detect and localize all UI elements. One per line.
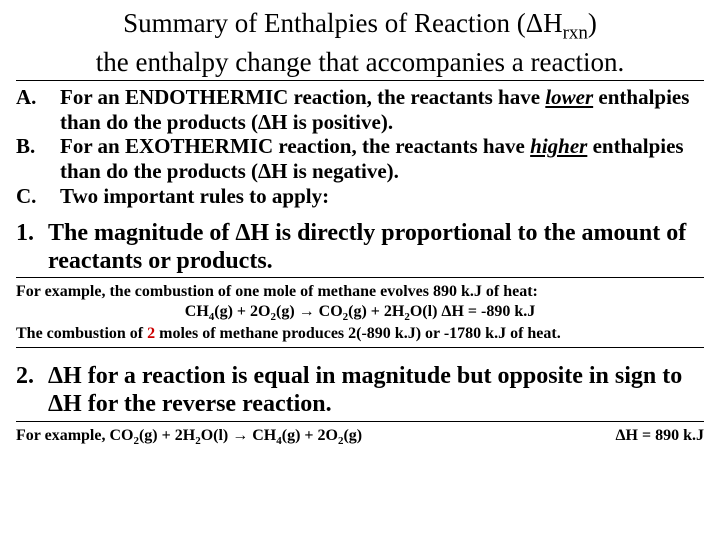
rule-2: 2. ΔH for a reaction is equal in magnitu… <box>16 362 704 422</box>
item-c: Two important rules to apply: <box>60 184 704 209</box>
r2-d2: Δ <box>48 391 63 417</box>
ex1-g3: (g) + 2H <box>348 303 404 320</box>
ex1-l3a: The combustion of <box>16 325 147 342</box>
ex2-dhval: H = 890 k.J <box>626 427 704 444</box>
title-rxn: rxn <box>563 22 588 43</box>
ex1-dh: H = -890 k.J <box>451 303 535 320</box>
ex1-ch: CH <box>185 303 209 320</box>
list-abc: A. For an ENDOTHERMIC reaction, the reac… <box>16 85 704 209</box>
rule1-num: 1. <box>16 219 48 276</box>
r2-t1: H for a reaction is equal in magnitude b… <box>63 363 682 389</box>
ex2-arrow: → <box>232 427 248 444</box>
example-2: For example, CO2(g) + 2H2O(l) → CH4(g) +… <box>16 426 704 448</box>
r1-delta: Δ <box>235 220 250 246</box>
rule1-text: The magnitude of ΔH is directly proporti… <box>48 219 704 276</box>
ex2-pre: For example, CO <box>16 427 133 444</box>
ex1-equation: CH4(g) + 2O2(g) → CO2(g) + 2H2O(l) ΔH = … <box>16 302 704 324</box>
label-b: B. <box>16 134 60 184</box>
ex1-g: (g) + 2O <box>214 303 270 320</box>
ex1-l3b: moles of methane produces 2(-890 k.J) or… <box>155 325 561 342</box>
subtitle: the enthalpy change that accompanies a r… <box>16 48 704 81</box>
rule2-text: ΔH for a reaction is equal in magnitude … <box>48 362 704 419</box>
b-delta: Δ <box>258 159 271 183</box>
ex2-g1: (g) + 2H <box>139 427 195 444</box>
ex1-g2: (g) <box>276 303 299 320</box>
label-a: A. <box>16 85 60 135</box>
label-c: C. <box>16 184 60 209</box>
ex2-equation: For example, CO2(g) + 2H2O(l) → CH4(g) +… <box>16 426 362 448</box>
ex2-g3: (g) <box>343 427 362 444</box>
a-emph: lower <box>545 85 593 109</box>
rule2-num: 2. <box>16 362 48 419</box>
item-a: For an ENDOTHERMIC reaction, the reactan… <box>60 85 704 135</box>
b-post2: H is negative). <box>271 159 399 183</box>
ex2-ch: CH <box>248 427 276 444</box>
ex1-arrow: → <box>299 303 315 320</box>
rule-1: 1. The magnitude of ΔH is directly propo… <box>16 219 704 279</box>
r1-pre: The magnitude of <box>48 220 235 246</box>
title-text-2: ) <box>588 8 597 38</box>
ex1-line3: The combustion of 2 moles of methane pro… <box>16 324 704 343</box>
ex1-line1: For example, the combustion of one mole … <box>16 282 704 301</box>
b-pre: For an EXOTHERMIC reaction, the reactant… <box>60 134 530 158</box>
ex2-delta: Δ <box>616 427 626 444</box>
title-delta: Δ <box>526 8 543 38</box>
example-1: For example, the combustion of one mole … <box>16 282 704 348</box>
r2-t2: H for the reverse reaction. <box>63 391 332 417</box>
title-text-1: Summary of Enthalpies of Reaction ( <box>123 8 526 38</box>
a-pre: For an ENDOTHERMIC reaction, the reactan… <box>60 85 545 109</box>
ex1-delta: Δ <box>441 303 451 320</box>
ex2-dh: ΔH = 890 k.J <box>616 426 705 448</box>
ex2-g2: (g) + 2O <box>282 427 338 444</box>
r2-d1: Δ <box>48 363 63 389</box>
item-b: For an EXOTHERMIC reaction, the reactant… <box>60 134 704 184</box>
title: Summary of Enthalpies of Reaction (ΔHrxn… <box>16 8 704 44</box>
a-delta: Δ <box>258 110 271 134</box>
ex1-ol: O(l) <box>410 303 442 320</box>
a-post2: H is positive). <box>271 110 393 134</box>
ex1-co: CO <box>315 303 343 320</box>
title-h: H <box>543 8 563 38</box>
ex2-ol: O(l) <box>201 427 233 444</box>
b-emph: higher <box>530 134 587 158</box>
ex1-two: 2 <box>147 325 155 342</box>
